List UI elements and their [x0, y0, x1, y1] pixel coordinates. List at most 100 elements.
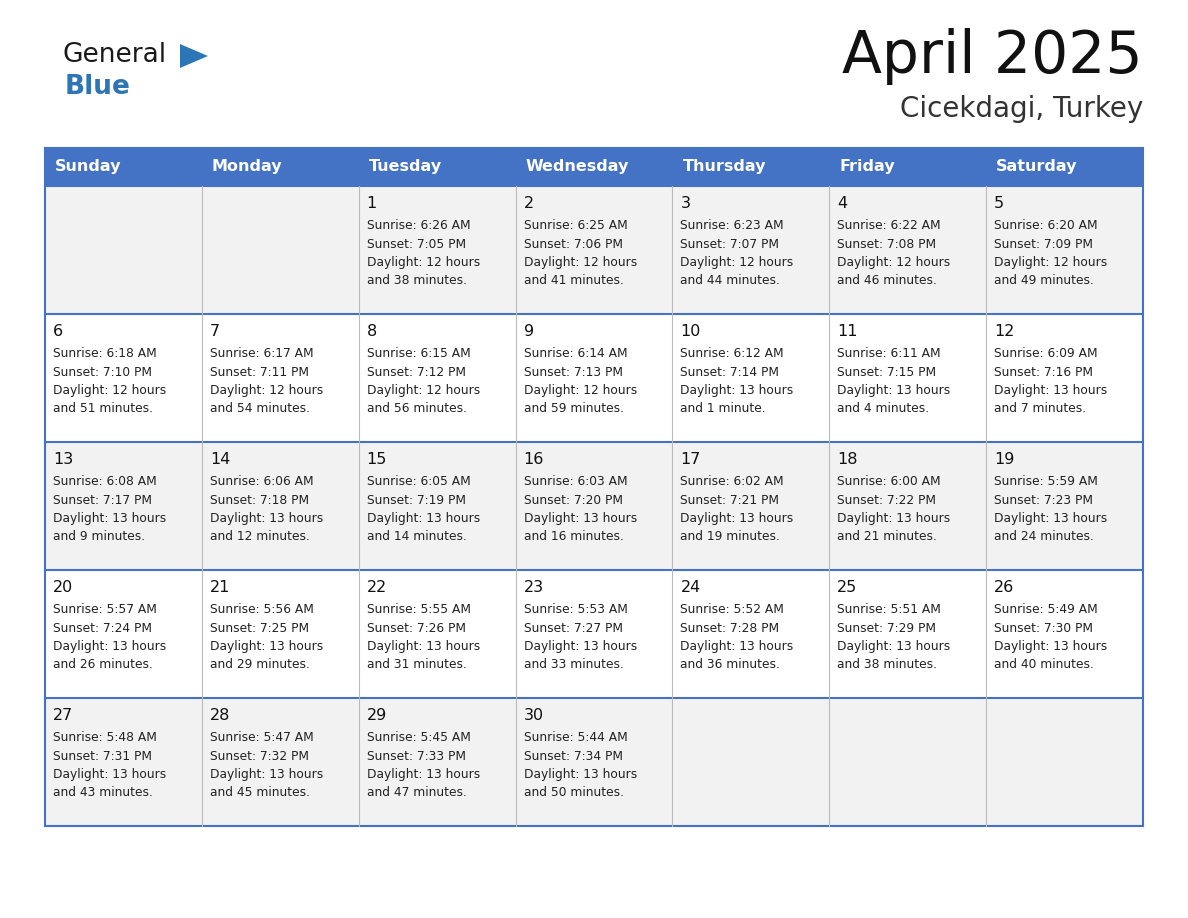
Text: Sunrise: 6:22 AM: Sunrise: 6:22 AM	[838, 219, 941, 232]
Text: Daylight: 13 hours: Daylight: 13 hours	[210, 640, 323, 653]
Text: and 56 minutes.: and 56 minutes.	[367, 402, 467, 416]
Text: and 14 minutes.: and 14 minutes.	[367, 531, 467, 543]
Text: 9: 9	[524, 324, 533, 339]
Text: Sunset: 7:05 PM: Sunset: 7:05 PM	[367, 238, 466, 251]
Text: and 12 minutes.: and 12 minutes.	[210, 531, 310, 543]
Text: 12: 12	[994, 324, 1015, 339]
Text: Daylight: 13 hours: Daylight: 13 hours	[53, 512, 166, 525]
Text: 8: 8	[367, 324, 377, 339]
Text: and 54 minutes.: and 54 minutes.	[210, 402, 310, 416]
Text: and 38 minutes.: and 38 minutes.	[367, 274, 467, 287]
Text: Sunrise: 6:09 AM: Sunrise: 6:09 AM	[994, 347, 1098, 360]
Polygon shape	[181, 44, 208, 68]
Text: Daylight: 13 hours: Daylight: 13 hours	[210, 512, 323, 525]
Text: and 33 minutes.: and 33 minutes.	[524, 658, 624, 671]
Text: Daylight: 12 hours: Daylight: 12 hours	[210, 384, 323, 397]
Text: and 43 minutes.: and 43 minutes.	[53, 787, 153, 800]
Text: Sunset: 7:28 PM: Sunset: 7:28 PM	[681, 621, 779, 634]
Text: 5: 5	[994, 196, 1004, 211]
Text: Sunset: 7:34 PM: Sunset: 7:34 PM	[524, 749, 623, 763]
Text: and 59 minutes.: and 59 minutes.	[524, 402, 624, 416]
Text: Daylight: 13 hours: Daylight: 13 hours	[681, 384, 794, 397]
Text: Daylight: 12 hours: Daylight: 12 hours	[994, 256, 1107, 269]
Text: Daylight: 12 hours: Daylight: 12 hours	[367, 384, 480, 397]
Text: Sunrise: 6:06 AM: Sunrise: 6:06 AM	[210, 475, 314, 488]
Text: and 29 minutes.: and 29 minutes.	[210, 658, 310, 671]
Text: Sunrise: 5:52 AM: Sunrise: 5:52 AM	[681, 603, 784, 616]
Text: Sunset: 7:32 PM: Sunset: 7:32 PM	[210, 749, 309, 763]
Text: Sunset: 7:17 PM: Sunset: 7:17 PM	[53, 494, 152, 507]
Bar	[45, 442, 1143, 570]
Text: Daylight: 12 hours: Daylight: 12 hours	[524, 384, 637, 397]
Text: Sunrise: 6:08 AM: Sunrise: 6:08 AM	[53, 475, 157, 488]
Text: 29: 29	[367, 708, 387, 723]
Text: Daylight: 13 hours: Daylight: 13 hours	[367, 768, 480, 781]
Text: Sunrise: 6:17 AM: Sunrise: 6:17 AM	[210, 347, 314, 360]
Text: Sunrise: 5:59 AM: Sunrise: 5:59 AM	[994, 475, 1098, 488]
Text: Daylight: 13 hours: Daylight: 13 hours	[524, 512, 637, 525]
Text: and 36 minutes.: and 36 minutes.	[681, 658, 781, 671]
Text: Daylight: 13 hours: Daylight: 13 hours	[681, 512, 794, 525]
Text: Sunrise: 6:14 AM: Sunrise: 6:14 AM	[524, 347, 627, 360]
Text: and 24 minutes.: and 24 minutes.	[994, 531, 1094, 543]
Text: and 46 minutes.: and 46 minutes.	[838, 274, 937, 287]
Text: Sunrise: 6:25 AM: Sunrise: 6:25 AM	[524, 219, 627, 232]
Text: Sunset: 7:16 PM: Sunset: 7:16 PM	[994, 365, 1093, 378]
Text: 4: 4	[838, 196, 847, 211]
Text: Cicekdagi, Turkey: Cicekdagi, Turkey	[899, 95, 1143, 123]
Text: Sunset: 7:12 PM: Sunset: 7:12 PM	[367, 365, 466, 378]
Text: and 38 minutes.: and 38 minutes.	[838, 658, 937, 671]
Text: Monday: Monday	[211, 160, 283, 174]
Text: Sunrise: 6:15 AM: Sunrise: 6:15 AM	[367, 347, 470, 360]
Text: Sunset: 7:22 PM: Sunset: 7:22 PM	[838, 494, 936, 507]
Text: Sunrise: 6:23 AM: Sunrise: 6:23 AM	[681, 219, 784, 232]
Text: Blue: Blue	[65, 74, 131, 100]
Text: Saturday: Saturday	[997, 160, 1078, 174]
Text: Daylight: 13 hours: Daylight: 13 hours	[838, 640, 950, 653]
Text: Sunrise: 6:20 AM: Sunrise: 6:20 AM	[994, 219, 1098, 232]
Text: 17: 17	[681, 452, 701, 467]
Text: Daylight: 13 hours: Daylight: 13 hours	[838, 512, 950, 525]
Text: and 21 minutes.: and 21 minutes.	[838, 531, 937, 543]
Text: and 26 minutes.: and 26 minutes.	[53, 658, 153, 671]
Text: Daylight: 12 hours: Daylight: 12 hours	[367, 256, 480, 269]
Text: 23: 23	[524, 580, 544, 595]
Text: Sunset: 7:30 PM: Sunset: 7:30 PM	[994, 621, 1093, 634]
Text: 21: 21	[210, 580, 230, 595]
Text: Daylight: 13 hours: Daylight: 13 hours	[367, 512, 480, 525]
Text: 16: 16	[524, 452, 544, 467]
Text: 26: 26	[994, 580, 1015, 595]
Text: Sunset: 7:06 PM: Sunset: 7:06 PM	[524, 238, 623, 251]
Text: 10: 10	[681, 324, 701, 339]
Text: Sunset: 7:33 PM: Sunset: 7:33 PM	[367, 749, 466, 763]
Text: Sunrise: 5:53 AM: Sunrise: 5:53 AM	[524, 603, 627, 616]
Text: and 50 minutes.: and 50 minutes.	[524, 787, 624, 800]
Text: 3: 3	[681, 196, 690, 211]
Text: Sunset: 7:27 PM: Sunset: 7:27 PM	[524, 621, 623, 634]
Text: Daylight: 13 hours: Daylight: 13 hours	[838, 384, 950, 397]
Text: Sunset: 7:26 PM: Sunset: 7:26 PM	[367, 621, 466, 634]
Text: 27: 27	[53, 708, 74, 723]
Text: and 31 minutes.: and 31 minutes.	[367, 658, 467, 671]
Text: and 7 minutes.: and 7 minutes.	[994, 402, 1086, 416]
Text: Sunset: 7:08 PM: Sunset: 7:08 PM	[838, 238, 936, 251]
Text: Thursday: Thursday	[682, 160, 766, 174]
Text: Sunset: 7:15 PM: Sunset: 7:15 PM	[838, 365, 936, 378]
Text: Sunrise: 5:51 AM: Sunrise: 5:51 AM	[838, 603, 941, 616]
Text: 2: 2	[524, 196, 533, 211]
Text: Sunrise: 5:56 AM: Sunrise: 5:56 AM	[210, 603, 314, 616]
Text: Sunrise: 6:18 AM: Sunrise: 6:18 AM	[53, 347, 157, 360]
Text: Sunset: 7:14 PM: Sunset: 7:14 PM	[681, 365, 779, 378]
Text: Daylight: 13 hours: Daylight: 13 hours	[53, 768, 166, 781]
Text: Daylight: 13 hours: Daylight: 13 hours	[681, 640, 794, 653]
Text: General: General	[62, 42, 166, 68]
Text: Wednesday: Wednesday	[525, 160, 628, 174]
Text: and 9 minutes.: and 9 minutes.	[53, 531, 145, 543]
Text: and 16 minutes.: and 16 minutes.	[524, 531, 624, 543]
Text: 25: 25	[838, 580, 858, 595]
Text: Sunset: 7:23 PM: Sunset: 7:23 PM	[994, 494, 1093, 507]
Text: Sunset: 7:10 PM: Sunset: 7:10 PM	[53, 365, 152, 378]
Text: Sunrise: 6:02 AM: Sunrise: 6:02 AM	[681, 475, 784, 488]
Bar	[45, 698, 1143, 826]
Text: and 49 minutes.: and 49 minutes.	[994, 274, 1094, 287]
